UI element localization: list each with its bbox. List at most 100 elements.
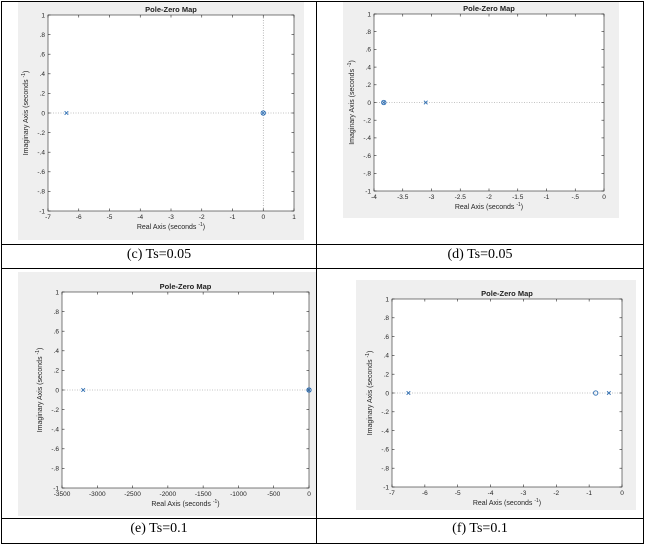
- y-tick-label: -1: [53, 485, 59, 492]
- table-divider-middle: [316, 1, 317, 544]
- row1-caption-top-rule: [1, 244, 644, 245]
- y-tick-label: 1: [385, 296, 389, 303]
- pole-zero-plot-f: Pole-Zero Map -7 -6 -5 -4 -3 -2 -1 0 -1 -.8 -.6 -.4 -…: [365, 289, 624, 507]
- table-border-left: [1, 1, 2, 544]
- pole-marker: [606, 390, 611, 396]
- x-axis-label: Real Axis (seconds -1): [151, 499, 219, 508]
- x-tick-label: -3: [429, 194, 435, 201]
- y-tick-label: -1: [383, 484, 389, 491]
- y-tick-label: -.8: [381, 466, 389, 473]
- table-border-top: [1, 1, 644, 2]
- x-tick-label: -2000: [160, 491, 177, 498]
- y-tick-label: .6: [366, 47, 372, 54]
- y-tick-label: -.2: [37, 130, 45, 137]
- x-tick-label: -6: [76, 214, 82, 221]
- x-tick-label: -1: [230, 214, 236, 221]
- y-tick-label: 0: [41, 110, 45, 117]
- y-tick-label: -.2: [51, 407, 59, 414]
- x-tick-label: -2: [553, 490, 559, 497]
- caption-f: (f) Ts=0.1: [452, 521, 508, 536]
- pole-zero-panel-e: Pole-Zero Map -3500 -3000 -2500 -2000 -1500 -1…: [18, 272, 316, 516]
- y-tick-label: .2: [40, 91, 46, 98]
- plot-title: Pole-Zero Map: [463, 4, 515, 13]
- y-tick-label: -.4: [381, 428, 389, 435]
- x-axis-label: Real Axis (seconds -1): [473, 498, 541, 507]
- table-border-bottom: [1, 543, 644, 544]
- x-tick-label: -3500: [54, 491, 71, 498]
- pole-zero-plot-c: Pole-Zero Map -7 -6 -5 -4 -3 -2 -1 0 1 -1 -.8 -.6 -.4…: [21, 5, 296, 231]
- x-tick-label: 1: [292, 214, 296, 221]
- plot-title: Pole-Zero Map: [145, 5, 197, 14]
- pole-zero-panel-d: Pole-Zero Map -4 -3.5 -3 -2.5 -2 -1.5 -1 -.5 0 -1 -…: [343, 2, 619, 218]
- zero-marker: [306, 387, 312, 393]
- y-tick-label: -.6: [381, 447, 389, 454]
- x-tick-label: -5: [455, 490, 461, 497]
- pole-marker: [306, 387, 312, 393]
- y-tick-label: .8: [366, 29, 372, 36]
- x-tick-label: -7: [45, 214, 51, 221]
- row2-caption-top-rule: [1, 518, 644, 519]
- y-tick-label: -.8: [363, 171, 371, 178]
- y-tick-label: .8: [384, 315, 390, 322]
- y-tick-label: .8: [54, 309, 60, 316]
- y-tick-label: .4: [54, 348, 60, 355]
- x-tick-label: 0: [620, 490, 624, 497]
- pole-marker: [81, 387, 86, 393]
- y-tick-label: 0: [385, 390, 389, 397]
- table-border-right: [643, 1, 644, 544]
- plot-title: Pole-Zero Map: [481, 289, 533, 298]
- x-tick-label: -2.5: [455, 194, 467, 201]
- zero-marker: [260, 110, 266, 116]
- y-tick-label: -.8: [51, 466, 59, 473]
- zero-marker: [381, 99, 387, 106]
- y-tick-label: 1: [55, 289, 59, 296]
- y-tick-label: .4: [40, 71, 46, 78]
- x-axis-label: Real Axis (seconds -1): [455, 202, 523, 211]
- y-tick-label: -.8: [37, 189, 45, 196]
- y-axis-label: Imaginary Axis (seconds -1): [35, 348, 44, 433]
- pole-zero-panel-f: Pole-Zero Map -7 -6 -5 -4 -3 -2 -1 0 -1 -.8 -.6 -.4 -…: [356, 280, 636, 510]
- row1-caption-bottom-rule: [1, 268, 644, 269]
- caption-d: (d) Ts=0.05: [447, 247, 513, 262]
- x-tick-label: -500: [267, 491, 280, 498]
- pole-zero-plot-d: Pole-Zero Map -4 -3.5 -3 -2.5 -2 -1.5 -1 -.5 0 -1 -…: [347, 4, 606, 211]
- x-tick-label: 0: [307, 491, 311, 498]
- y-tick-label: -.2: [381, 409, 389, 416]
- x-tick-label: 0: [602, 194, 606, 201]
- y-tick-label: -1: [365, 188, 371, 195]
- x-tick-label: -5: [107, 214, 113, 221]
- x-tick-label: -.5: [571, 194, 579, 201]
- pole-marker: [64, 110, 69, 116]
- y-tick-label: .8: [40, 32, 46, 39]
- y-axis-label: Imaginary Axis (seconds -1): [347, 60, 356, 145]
- y-tick-label: -.6: [363, 153, 371, 160]
- pole-zero-plot-e: Pole-Zero Map -3500 -3000 -2500 -2000 -1500 -1…: [35, 282, 312, 508]
- y-tick-label: -1: [39, 208, 45, 215]
- pole-zero-panel-c: Pole-Zero Map -7 -6 -5 -4 -3 -2 -1 0 1 -1 -.8 -.6 -.4…: [18, 2, 304, 240]
- y-axis-label: Imaginary Axis (seconds -1): [21, 71, 30, 156]
- caption-c: (c) Ts=0.05: [126, 247, 192, 262]
- plot-title: Pole-Zero Map: [160, 282, 212, 291]
- y-tick-label: .6: [384, 334, 390, 341]
- y-tick-label: -.4: [363, 135, 371, 142]
- x-tick-label: -4: [488, 490, 494, 497]
- y-axis-label: Imaginary Axis (seconds -1): [365, 351, 374, 436]
- x-tick-label: -3: [168, 214, 174, 221]
- y-tick-label: 1: [41, 12, 45, 19]
- x-tick-label: 0: [261, 214, 265, 221]
- y-tick-label: .2: [54, 368, 60, 375]
- y-tick-label: 0: [367, 100, 371, 107]
- zero-marker: [593, 390, 599, 396]
- pole-marker: [406, 390, 411, 396]
- y-tick-label: 0: [55, 387, 59, 394]
- caption-e: (e) Ts=0.1: [130, 521, 188, 536]
- y-tick-label: .6: [54, 329, 60, 336]
- x-tick-label: -4: [371, 194, 377, 201]
- x-tick-label: -1.5: [512, 194, 524, 201]
- pole-marker: [261, 110, 266, 116]
- x-tick-label: -4: [137, 214, 143, 221]
- x-tick-label: -2: [486, 194, 492, 201]
- x-tick-label: -3.5: [397, 194, 409, 201]
- pole-marker: [423, 100, 428, 105]
